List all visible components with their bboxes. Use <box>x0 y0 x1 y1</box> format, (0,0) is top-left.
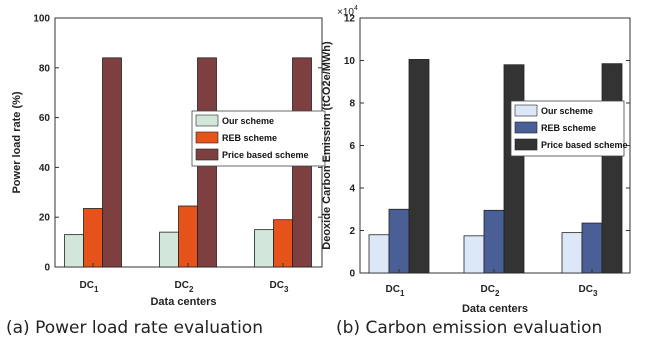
legend-entry: Price based scheme <box>222 150 309 160</box>
x-axis-label-a: Data centers <box>150 296 216 308</box>
x-tick-label-dc1: DC1 <box>386 284 405 298</box>
bar-b-dc3-s1 <box>561 232 583 274</box>
y-tick-label: 20 <box>39 213 51 224</box>
bar-b-dc2-s2 <box>483 209 505 274</box>
bar-a-dc3-s2 <box>273 219 293 268</box>
y-tick-label: 100 <box>33 14 50 25</box>
y-axis-label-a: Power load rate (%) <box>11 91 23 193</box>
legend-entry: REB scheme <box>541 123 596 133</box>
x-tick-label-dc3: DC3 <box>270 280 289 294</box>
legend-entry: REB scheme <box>222 133 277 143</box>
y-tick-label: 6 <box>349 141 355 152</box>
y-tick-label: 0 <box>44 263 50 274</box>
y-scale-multiplier: ×104 <box>337 5 358 18</box>
y-tick-label: 0 <box>349 269 355 280</box>
legend-entry: Price based scheme <box>541 140 628 150</box>
x-tick-label-dc1: DC1 <box>80 280 99 294</box>
chart-a: 0 20 40 60 80 100 DC1 DC2 DC3 Data centers Power l… <box>11 14 326 308</box>
legend-swatch <box>514 121 538 134</box>
bar-a-dc2-s2 <box>178 205 198 268</box>
bar-b-dc2-s1 <box>463 235 485 274</box>
caption-b: (b) Carbon emission evaluation <box>336 318 603 338</box>
bar-b-dc1-s2 <box>388 208 410 274</box>
y-tick-label: 8 <box>349 99 355 110</box>
bar-a-dc1-s1 <box>64 234 84 268</box>
y-tick-label: 80 <box>39 63 51 74</box>
legend-a: Our scheme REB scheme Price based scheme <box>191 110 326 167</box>
bar-a-dc3-s1 <box>254 229 274 268</box>
y-tick-label: 60 <box>39 113 51 124</box>
bar-b-dc2-s3 <box>503 64 525 274</box>
y-tick-label: 2 <box>349 226 355 237</box>
legend-swatch <box>195 114 219 127</box>
bar-b-dc3-s3 <box>601 63 623 274</box>
bar-a-dc1-s3 <box>102 57 122 268</box>
y-tick-label: 10 <box>344 56 356 67</box>
legend-b: Our scheme REB scheme Price based scheme <box>510 100 628 157</box>
x-tick-label-dc3: DC3 <box>579 284 598 298</box>
caption-a: (a) Power load rate evaluation <box>6 318 263 338</box>
y-tick-label: 4 <box>349 184 355 195</box>
legend-swatch <box>195 148 219 161</box>
legend-swatch <box>514 104 538 117</box>
y-tick-label: 40 <box>39 163 51 174</box>
x-tick-label-dc2: DC2 <box>481 284 500 298</box>
bar-b-dc1-s3 <box>408 59 430 274</box>
x-axis-label-b: Data centers <box>462 303 528 315</box>
bar-b-dc1-s1 <box>368 234 390 274</box>
bar-a-dc2-s1 <box>159 231 179 268</box>
y-tick-label: 12 <box>344 14 356 25</box>
chart-b: 0 2 4 6 8 10 12×104 DC1 DC2 DC3 Data centers Deoxid… <box>321 5 631 315</box>
legend-swatch <box>195 131 219 144</box>
bar-b-dc3-s2 <box>581 222 603 274</box>
x-tick-label-dc2: DC2 <box>175 280 194 294</box>
bar-a-dc1-s2 <box>83 208 103 268</box>
legend-entry: Our scheme <box>541 106 593 116</box>
legend-entry: Our scheme <box>222 116 274 126</box>
legend-swatch <box>514 138 538 151</box>
y-axis-label-b: Deoxide Carbon Emission (tCO2e/MWh) <box>321 41 333 250</box>
